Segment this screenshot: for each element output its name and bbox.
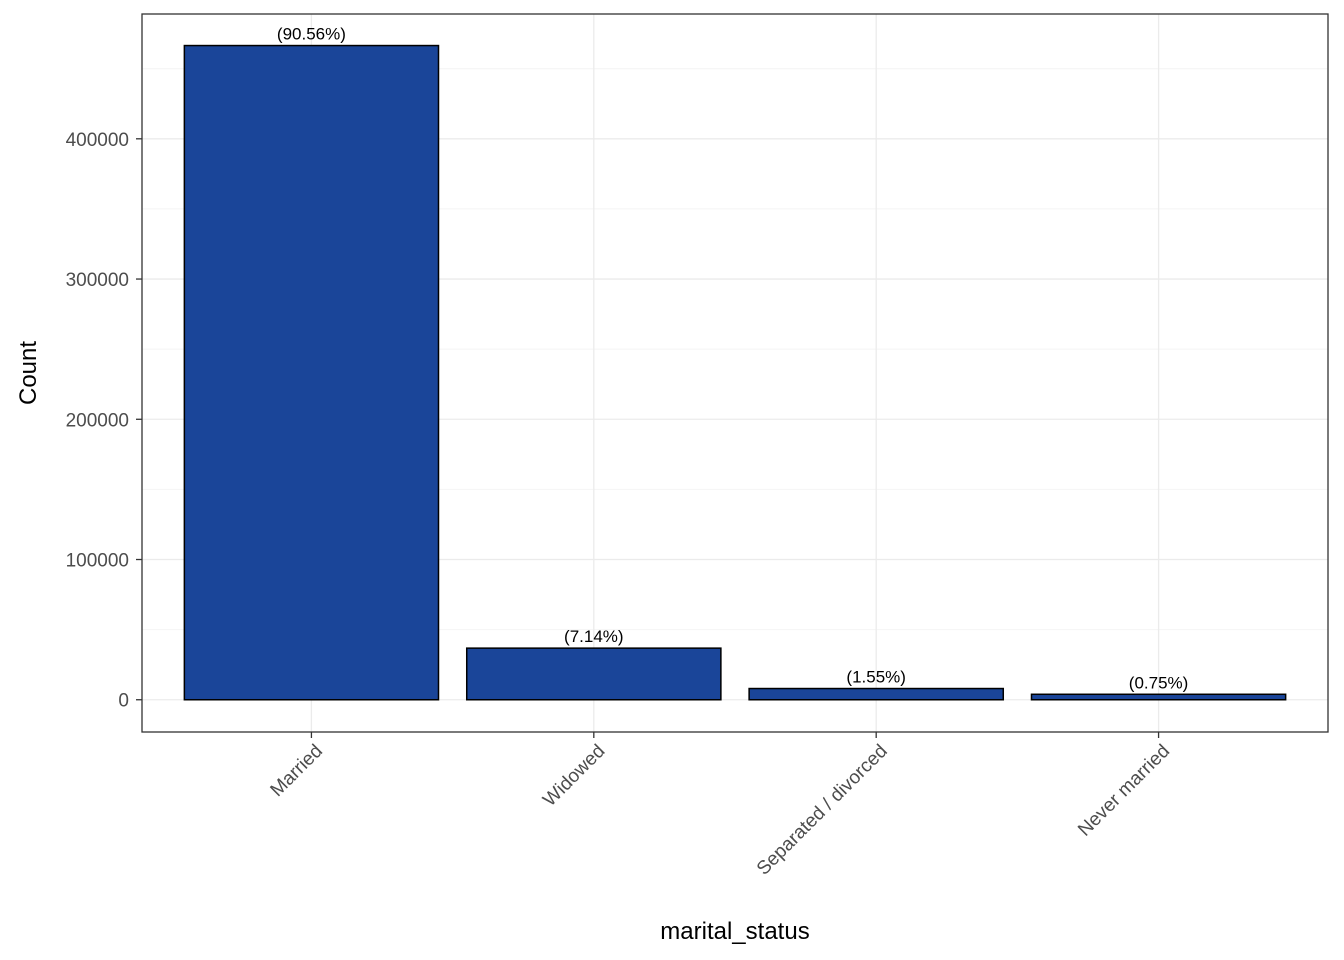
x-axis: Married Widowed Separated / divorced Never …: [267, 732, 1174, 880]
y-tick-label: 400000: [66, 130, 129, 151]
x-tick-label: Separated / divorced: [753, 741, 892, 880]
x-axis-title: marital_status: [660, 918, 809, 945]
bars: [183, 44, 1287, 701]
bar-married: [183, 44, 440, 701]
y-axis-title: Count: [15, 341, 42, 405]
y-tick-label: 200000: [66, 410, 129, 431]
x-tick-label: Widowed: [539, 741, 609, 811]
y-tick-label: 300000: [66, 270, 129, 291]
x-tick-label: Never married: [1074, 741, 1174, 841]
bar-never-married: [1030, 693, 1287, 701]
data-label: (1.55%): [846, 668, 906, 687]
data-labels: (90.56%) (7.14%) (1.55%) (0.75%): [277, 25, 1188, 693]
x-tick-label: Married: [267, 741, 327, 801]
y-tick-label: 0: [118, 691, 129, 712]
y-tick-label: 100000: [66, 551, 129, 572]
data-label: (0.75%): [1129, 673, 1189, 692]
data-label: (90.56%): [277, 25, 346, 44]
panel-border: [141, 13, 1329, 733]
data-label: (7.14%): [564, 627, 624, 646]
y-axis: 0 100000 200000 300000 400000: [66, 130, 142, 712]
bar-widowed: [465, 647, 722, 701]
bar-separated-divorced: [748, 687, 1005, 701]
